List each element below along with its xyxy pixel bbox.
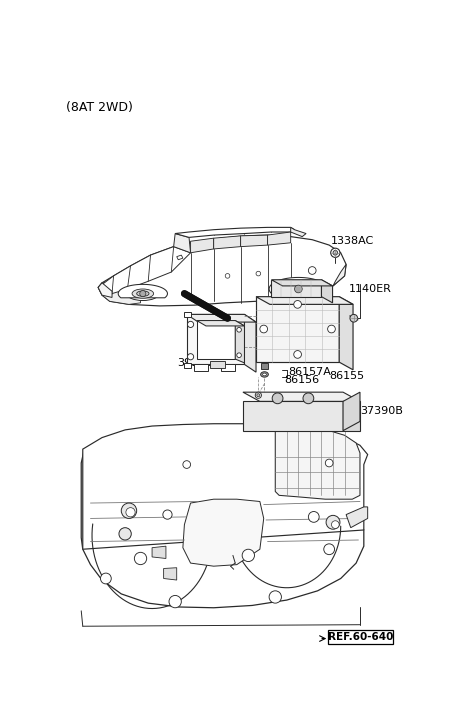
Ellipse shape: [279, 281, 318, 297]
Polygon shape: [210, 361, 225, 369]
Polygon shape: [187, 314, 256, 322]
Circle shape: [326, 515, 340, 529]
Text: 37390B: 37390B: [360, 406, 403, 416]
Circle shape: [237, 327, 241, 332]
Circle shape: [242, 549, 255, 561]
Circle shape: [101, 573, 111, 584]
Circle shape: [308, 512, 319, 522]
Circle shape: [183, 461, 190, 468]
Circle shape: [134, 553, 146, 565]
Circle shape: [163, 510, 172, 519]
Circle shape: [272, 393, 283, 403]
Polygon shape: [214, 236, 241, 249]
Circle shape: [140, 291, 146, 297]
Polygon shape: [322, 280, 333, 303]
Circle shape: [328, 325, 336, 333]
Circle shape: [237, 353, 241, 358]
Polygon shape: [175, 228, 294, 238]
Polygon shape: [343, 401, 360, 430]
Circle shape: [188, 321, 194, 327]
Circle shape: [294, 285, 302, 293]
Ellipse shape: [263, 373, 266, 376]
Circle shape: [331, 248, 340, 257]
Circle shape: [126, 507, 135, 517]
Circle shape: [308, 267, 316, 274]
Circle shape: [225, 273, 230, 278]
Polygon shape: [243, 401, 343, 430]
Text: 1140ER: 1140ER: [348, 284, 391, 294]
Polygon shape: [194, 364, 207, 371]
Circle shape: [303, 393, 314, 403]
Polygon shape: [271, 280, 333, 286]
Circle shape: [325, 459, 333, 467]
Circle shape: [121, 503, 137, 518]
Circle shape: [256, 271, 261, 276]
Circle shape: [119, 528, 132, 540]
Text: 1338AC: 1338AC: [331, 236, 374, 246]
Polygon shape: [98, 235, 346, 306]
Polygon shape: [183, 499, 264, 566]
Circle shape: [269, 591, 281, 603]
Polygon shape: [174, 233, 190, 253]
Circle shape: [257, 394, 260, 397]
Text: 86156: 86156: [285, 375, 320, 385]
Polygon shape: [118, 284, 168, 298]
Text: 39105: 39105: [269, 332, 304, 342]
Polygon shape: [177, 255, 183, 260]
Circle shape: [260, 325, 268, 333]
Text: REF.60-640: REF.60-640: [328, 632, 394, 642]
Ellipse shape: [127, 286, 159, 300]
Polygon shape: [187, 314, 244, 364]
Text: 86155: 86155: [329, 371, 364, 382]
Polygon shape: [197, 321, 235, 359]
Circle shape: [294, 350, 301, 358]
Polygon shape: [268, 232, 291, 245]
Polygon shape: [291, 228, 306, 236]
FancyBboxPatch shape: [329, 630, 393, 644]
Circle shape: [255, 392, 262, 398]
Polygon shape: [81, 449, 364, 608]
Circle shape: [169, 595, 181, 608]
Text: (8AT 2WD): (8AT 2WD): [66, 101, 133, 114]
Polygon shape: [83, 424, 368, 549]
Circle shape: [331, 521, 339, 529]
Polygon shape: [221, 364, 235, 371]
Polygon shape: [256, 297, 339, 362]
Polygon shape: [190, 238, 214, 253]
Polygon shape: [197, 321, 244, 326]
Polygon shape: [164, 568, 177, 580]
Polygon shape: [343, 392, 360, 430]
Ellipse shape: [291, 286, 306, 292]
Ellipse shape: [285, 284, 312, 294]
Circle shape: [294, 300, 301, 308]
Polygon shape: [98, 246, 190, 294]
Polygon shape: [184, 363, 190, 369]
Polygon shape: [271, 280, 322, 297]
Text: 86157A: 86157A: [288, 366, 331, 377]
Text: 39150D: 39150D: [177, 358, 220, 369]
Polygon shape: [346, 507, 368, 528]
Polygon shape: [98, 281, 140, 305]
Polygon shape: [241, 235, 268, 246]
Polygon shape: [333, 265, 346, 286]
Polygon shape: [275, 426, 360, 499]
Circle shape: [333, 251, 337, 255]
Polygon shape: [235, 321, 244, 363]
Circle shape: [324, 544, 335, 555]
Ellipse shape: [261, 371, 268, 377]
Polygon shape: [243, 392, 360, 401]
Ellipse shape: [137, 291, 149, 297]
Circle shape: [350, 314, 358, 322]
Polygon shape: [256, 297, 353, 305]
Circle shape: [188, 353, 194, 360]
Polygon shape: [339, 297, 353, 370]
Polygon shape: [152, 546, 166, 558]
Ellipse shape: [132, 289, 154, 298]
Polygon shape: [98, 283, 112, 297]
Polygon shape: [184, 312, 190, 317]
Polygon shape: [269, 278, 328, 296]
Polygon shape: [262, 363, 268, 369]
Polygon shape: [244, 314, 256, 372]
